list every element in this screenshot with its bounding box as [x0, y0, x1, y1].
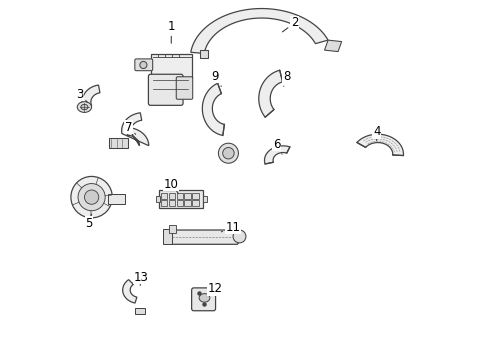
Circle shape: [78, 184, 105, 211]
Text: 8: 8: [283, 70, 290, 86]
Circle shape: [222, 148, 234, 159]
Bar: [184, 193, 190, 199]
Text: 7: 7: [124, 121, 135, 134]
Polygon shape: [202, 83, 224, 135]
Circle shape: [71, 176, 112, 218]
FancyBboxPatch shape: [135, 59, 152, 71]
Ellipse shape: [199, 294, 209, 302]
Ellipse shape: [81, 104, 88, 110]
Circle shape: [218, 143, 238, 163]
Text: 10: 10: [163, 178, 178, 194]
Circle shape: [84, 190, 99, 204]
Text: 6: 6: [272, 138, 282, 154]
Text: 11: 11: [221, 221, 240, 234]
FancyBboxPatch shape: [191, 288, 215, 311]
Bar: [192, 201, 198, 206]
Text: 2: 2: [282, 16, 298, 32]
Bar: [169, 225, 176, 233]
Polygon shape: [258, 70, 282, 117]
Polygon shape: [264, 146, 289, 164]
Bar: [176, 201, 183, 206]
Text: 1: 1: [167, 20, 175, 43]
Bar: [135, 308, 144, 314]
Circle shape: [140, 62, 147, 68]
Circle shape: [233, 230, 245, 243]
Bar: [107, 194, 124, 204]
Polygon shape: [122, 280, 137, 303]
Polygon shape: [82, 85, 100, 108]
FancyBboxPatch shape: [168, 230, 238, 244]
Ellipse shape: [77, 102, 91, 112]
Bar: [150, 54, 191, 78]
Polygon shape: [324, 40, 341, 51]
FancyBboxPatch shape: [176, 77, 192, 99]
Bar: [156, 196, 160, 202]
Bar: [161, 193, 167, 199]
Bar: [161, 201, 167, 206]
Polygon shape: [122, 113, 148, 146]
Bar: [176, 193, 183, 199]
Text: 4: 4: [372, 125, 380, 141]
Bar: [108, 138, 128, 148]
Bar: [203, 196, 207, 202]
Polygon shape: [356, 134, 403, 156]
Text: 3: 3: [76, 88, 87, 102]
Bar: [159, 190, 203, 207]
Bar: [163, 229, 172, 244]
Bar: [184, 201, 190, 206]
Bar: [200, 50, 207, 58]
Bar: [168, 201, 175, 206]
Text: 9: 9: [211, 70, 221, 86]
Bar: [192, 193, 198, 199]
Text: 12: 12: [207, 283, 222, 296]
Text: 13: 13: [133, 271, 148, 285]
FancyBboxPatch shape: [148, 74, 183, 105]
Bar: [168, 193, 175, 199]
Polygon shape: [190, 9, 327, 54]
Text: 5: 5: [85, 214, 93, 230]
